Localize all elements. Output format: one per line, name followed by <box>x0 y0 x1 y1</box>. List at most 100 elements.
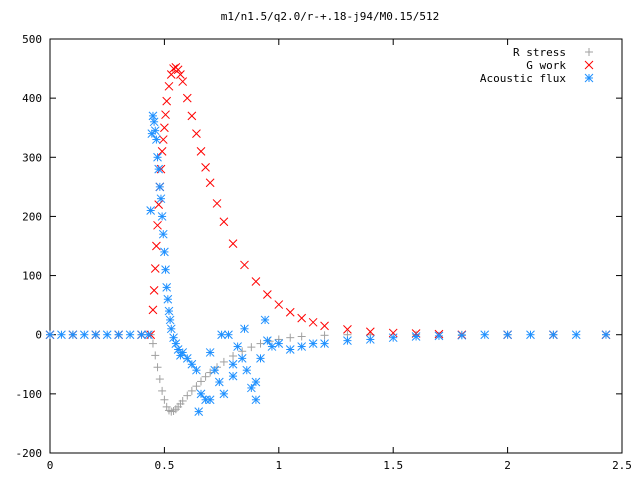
data-point <box>149 286 159 295</box>
data-point <box>148 111 158 121</box>
data-point <box>178 348 188 357</box>
data-point <box>166 70 176 79</box>
data-point <box>388 333 398 343</box>
x-axis: 0 0.5 1 1.5 2 2.5 <box>47 39 632 472</box>
data-point <box>164 81 174 91</box>
data-point <box>205 178 215 188</box>
data-point <box>114 330 123 340</box>
data-point <box>201 162 210 172</box>
data-point <box>178 77 188 86</box>
data-point <box>219 389 229 399</box>
data-point <box>192 382 201 391</box>
data-point <box>297 342 307 351</box>
data-point <box>169 333 178 343</box>
data-point <box>158 386 167 395</box>
data-point <box>246 383 256 393</box>
series-g-work <box>45 63 611 340</box>
data-point <box>237 354 247 363</box>
x-tick-label: 2.5 <box>612 459 632 472</box>
data-point <box>182 93 192 103</box>
data-point <box>68 330 78 340</box>
data-point <box>151 351 160 360</box>
data-point <box>201 372 210 381</box>
data-point <box>166 324 176 334</box>
data-point <box>160 123 169 133</box>
data-point <box>320 339 329 348</box>
data-point <box>79 330 89 340</box>
legend-entry-label: Acoustic flux <box>480 72 566 85</box>
y-tick-label: 0 <box>35 329 42 342</box>
data-point <box>251 277 261 286</box>
x-tick-label: 2 <box>504 459 511 472</box>
data-point <box>102 330 112 340</box>
data-point <box>183 391 192 400</box>
data-point <box>601 330 611 340</box>
x-tick-label: 1 <box>275 459 282 472</box>
data-point <box>224 330 233 340</box>
data-point <box>263 336 272 345</box>
data-point <box>308 317 318 327</box>
x-tick-label: 1.5 <box>383 459 403 472</box>
data-point <box>91 330 101 340</box>
data-point <box>187 386 196 395</box>
data-point <box>267 342 277 351</box>
data-point <box>251 377 261 387</box>
data-point <box>308 339 318 348</box>
data-point <box>162 283 172 292</box>
data-point <box>125 330 135 340</box>
data-point <box>158 135 168 144</box>
data-point <box>176 70 185 79</box>
legend-entry-marker <box>584 60 594 70</box>
chart-title: m1/n1.5/q2.0/r-+.18-j94/M0.15/512 <box>221 10 440 23</box>
data-point <box>157 212 167 221</box>
data-point <box>45 330 55 340</box>
data-point <box>251 395 261 405</box>
data-point <box>192 365 201 375</box>
data-point <box>137 330 146 340</box>
y-axis: -200 -100 0 100 200 300 400 500 <box>16 33 622 460</box>
data-point <box>571 330 581 340</box>
y-tick-label: 100 <box>22 270 42 283</box>
data-point <box>217 330 226 340</box>
data-point <box>157 147 167 156</box>
data-point <box>457 330 467 340</box>
data-point <box>169 407 178 416</box>
data-point <box>212 199 222 208</box>
data-point <box>263 290 272 299</box>
y-tick-label: 200 <box>22 210 42 223</box>
data-point <box>160 247 169 257</box>
data-point <box>164 306 174 316</box>
series-layer <box>45 63 611 416</box>
data-point <box>297 313 307 323</box>
data-point <box>205 395 215 405</box>
plot-area-frame <box>49 38 623 454</box>
data-point <box>228 239 238 248</box>
data-point <box>434 331 444 341</box>
data-point <box>153 220 162 230</box>
data-point <box>274 300 284 309</box>
data-point <box>160 395 169 404</box>
data-point <box>240 324 249 334</box>
data-point <box>158 229 168 239</box>
data-point <box>150 264 160 273</box>
y-tick-label: 300 <box>22 151 42 164</box>
data-point <box>156 194 166 204</box>
data-point <box>256 354 265 363</box>
data-point <box>161 110 170 120</box>
data-point <box>242 365 252 375</box>
data-point <box>162 402 171 411</box>
data-point <box>201 395 210 405</box>
data-point <box>238 347 247 356</box>
data-point <box>320 331 329 340</box>
x-tick-label: 0.5 <box>154 459 174 472</box>
data-point <box>228 359 238 369</box>
data-point <box>480 330 490 340</box>
data-point <box>154 164 164 174</box>
data-point <box>178 396 187 405</box>
data-point <box>260 315 270 325</box>
data-point <box>161 265 170 275</box>
data-point <box>182 354 192 363</box>
legend-entry-marker <box>585 48 593 56</box>
